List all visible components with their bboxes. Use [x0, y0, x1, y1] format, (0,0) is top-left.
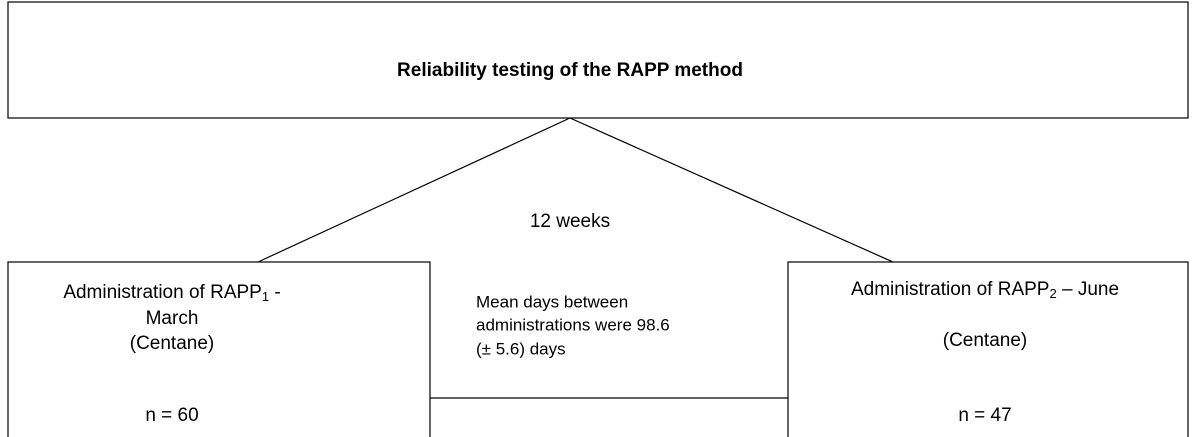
- left-line: (Centane): [130, 333, 215, 354]
- right-heading: Administration of RAPP2 – June: [851, 279, 1119, 301]
- subscript: 2: [1049, 286, 1056, 301]
- right-line: (Centane): [943, 330, 1028, 351]
- middle-line: administrations were 98.6: [476, 315, 670, 334]
- right-box: [787, 261, 1189, 437]
- middle-line: Mean days between: [476, 292, 628, 311]
- left-n: n = 60: [145, 405, 198, 426]
- left-line: March: [146, 308, 199, 329]
- interval: 12 weeks: [530, 211, 610, 232]
- middle-line: (± 5.6) days: [476, 339, 566, 358]
- subscript: 1: [262, 289, 269, 304]
- text: – June: [1057, 279, 1119, 300]
- branch-line: [257, 117, 571, 263]
- text: Administration of RAPP: [851, 279, 1050, 300]
- left-box: [7, 261, 431, 437]
- title-box: [7, 1, 1189, 119]
- branch-line: [569, 117, 894, 263]
- text: -: [269, 282, 281, 303]
- left-heading: Administration of RAPP1 -: [63, 282, 280, 304]
- right-n: n = 47: [958, 405, 1011, 426]
- title: Reliability testing of the RAPP method: [397, 60, 743, 81]
- text: Administration of RAPP: [63, 282, 262, 303]
